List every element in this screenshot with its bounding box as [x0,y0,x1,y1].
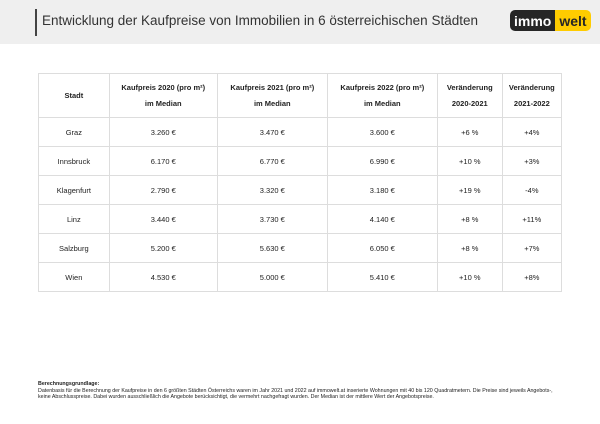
table-cell: -4% [501,175,563,205]
accent-bar [35,9,37,36]
table-row: Klagenfurt 2.790 €3.320 €3.180 € +19 % -4% [38,175,563,205]
table-cell: 3.260 € [108,117,218,147]
table-row: Linz 3.440 €3.730 €4.140 € +8 % +11% [38,204,563,234]
table-cell: Klagenfurt [38,175,110,205]
footnote-text: Datenbasis für die Berechnung der Kaufpr… [38,387,553,401]
column-header: Kaufpreis 2022 (pro m²) im Median [326,73,438,118]
header-line: im Median [253,98,291,108]
header-line: Kaufpreis 2022 (pro m²) [340,82,425,92]
header-line: 2021-2022 [513,98,550,108]
table-cell: Innsbruck [38,146,110,176]
logo-part: welt [555,10,591,31]
logo: immo welt [510,10,591,31]
column-header: Veränderung 2020-2021 [436,73,503,118]
table-cell: 5.200 € [108,233,218,263]
table-cell: 2.790 € [108,175,218,205]
footnote: Berechnungsgrundlage: Datenbasis für die… [38,381,558,401]
table-cell: +7% [501,233,563,263]
table-cell: +19 % [436,175,503,205]
header-line: Veränderung [446,82,493,92]
table-row: Salzburg 5.200 €5.630 €6.050 € +8 % +7% [38,233,563,263]
header-line: Veränderung [508,82,555,92]
table-cell: 3.320 € [216,175,328,205]
table-cell: +10 % [436,262,503,292]
table-row: Graz 3.260 €3.470 €3.600 € +6 % +4% [38,117,563,147]
table-row: Wien 4.530 €5.000 €5.410 € +10 % +8% [38,262,563,292]
table-cell: 4.530 € [108,262,218,292]
header-line: 2020-2021 [451,98,488,108]
table-cell: +11% [501,204,563,234]
column-header: Kaufpreis 2020 (pro m²) im Median [108,73,218,118]
footnote-heading: Berechnungsgrundlage: [38,381,100,387]
table-cell: 6.170 € [108,146,218,176]
column-header: Stadt [38,73,110,118]
table-row: Innsbruck 6.170 €6.770 €6.990 € +10 % +3% [38,146,563,176]
header-line: im Median [144,98,182,108]
header-bar: Entwicklung der Kaufpreise von Immobilie… [0,0,600,44]
table-cell: +4% [501,117,563,147]
table-cell: Graz [38,117,110,147]
table-cell: Salzburg [38,233,110,263]
table-cell: 6.050 € [326,233,438,263]
table-cell: 5.000 € [216,262,328,292]
table-cell: 3.470 € [216,117,328,147]
table-cell: +8 % [436,204,503,234]
table-body: Graz 3.260 €3.470 €3.600 € +6 % +4% Innsbruc… [38,117,563,292]
table-cell: Linz [38,204,110,234]
price-table: Stadt Kaufpreis 2020 (pro m²) im Median Kau… [38,73,563,292]
table-cell: 5.630 € [216,233,328,263]
table-cell: +6 % [436,117,503,147]
logo-part: immo [510,10,556,31]
table-cell: +8 % [436,233,503,263]
column-header: Veränderung 2021-2022 [501,73,563,118]
header-line: Kaufpreis 2020 (pro m²) [121,82,206,92]
table-cell: 5.410 € [326,262,438,292]
column-header: Kaufpreis 2021 (pro m²) im Median [216,73,328,118]
table-cell: 3.600 € [326,117,438,147]
header-line: Kaufpreis 2021 (pro m²) [230,82,315,92]
table-cell: +3% [501,146,563,176]
table-cell: Wien [38,262,110,292]
header-line: im Median [363,98,401,108]
table-cell: 3.730 € [216,204,328,234]
table-cell: +8% [501,262,563,292]
title: Entwicklung der Kaufpreise von Immobilie… [42,13,478,28]
table-cell: 6.990 € [326,146,438,176]
table-cell: 3.440 € [108,204,218,234]
header-row: Stadt Kaufpreis 2020 (pro m²) im Median Kau… [38,73,563,118]
table-cell: +10 % [436,146,503,176]
table-cell: 6.770 € [216,146,328,176]
table-cell: 4.140 € [326,204,438,234]
header-line: Stadt [64,90,84,100]
table-cell: 3.180 € [326,175,438,205]
